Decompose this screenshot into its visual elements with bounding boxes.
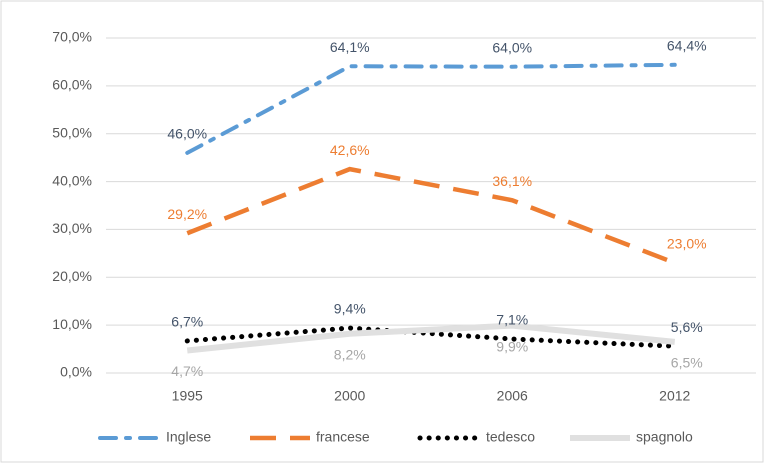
legend-label: tedesco — [486, 429, 535, 445]
x-tick-label: 2000 — [334, 388, 365, 404]
legend-label: Inglese — [166, 429, 211, 445]
x-tick-label: 1995 — [172, 388, 203, 404]
data-label: 42,6% — [330, 142, 370, 158]
data-label: 64,1% — [330, 39, 370, 55]
data-label: 36,1% — [492, 173, 532, 189]
data-label: 4,7% — [171, 363, 203, 379]
x-tick-label: 2006 — [497, 388, 528, 404]
series-line — [184, 325, 678, 349]
data-label: 6,5% — [671, 355, 703, 371]
data-label: 5,6% — [671, 319, 703, 335]
y-tick-label: 70,0% — [52, 29, 92, 45]
series-line — [185, 62, 677, 155]
data-label: 7,1% — [496, 312, 528, 328]
data-label: 8,2% — [334, 346, 366, 362]
data-label: 6,7% — [171, 314, 203, 330]
y-tick-label: 10,0% — [52, 316, 92, 332]
series-line — [186, 166, 676, 266]
data-label: 9,9% — [496, 338, 528, 354]
data-label: 9,4% — [334, 301, 366, 317]
data-label: 29,2% — [167, 206, 207, 222]
data-label: 64,0% — [492, 39, 532, 55]
x-tick-label: 2012 — [659, 388, 690, 404]
y-tick-label: 60,0% — [52, 77, 92, 93]
data-label: 46,0% — [167, 126, 207, 142]
data-label: 23,0% — [667, 236, 707, 252]
y-tick-label: 50,0% — [52, 124, 92, 140]
y-tick-label: 20,0% — [52, 268, 92, 284]
y-tick-label: 40,0% — [52, 172, 92, 188]
data-label: 64,4% — [667, 38, 707, 54]
y-tick-label: 30,0% — [52, 220, 92, 236]
series-line — [186, 322, 676, 354]
legend-label: spagnolo — [636, 429, 693, 445]
legend-label: francese — [316, 429, 370, 445]
y-tick-label: 0,0% — [60, 364, 92, 380]
